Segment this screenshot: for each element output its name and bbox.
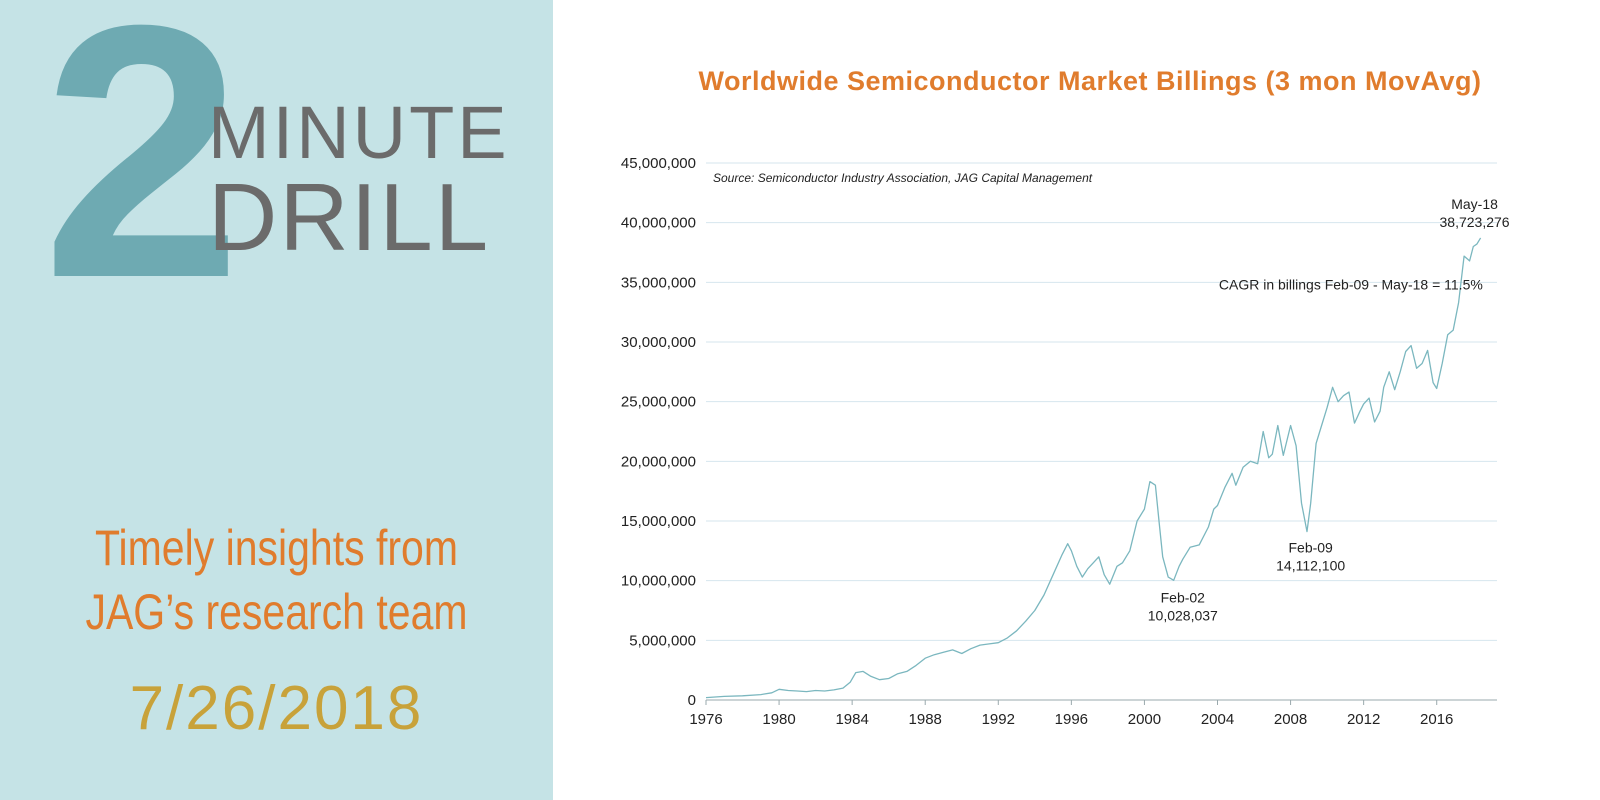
logo-word-minute: MINUTE (208, 91, 510, 174)
annotation-label: May-18 (1451, 196, 1498, 212)
annotation-layer: Feb-02 10,028,037 Feb-09 14,112,100 May-18 38… (1148, 196, 1510, 623)
annotation-value: 14,112,100 (1276, 558, 1345, 574)
x-tick-label: 1980 (762, 711, 795, 728)
logo-number: 2 (42, 0, 242, 353)
chart-title: Worldwide Semiconductor Market Billings … (698, 66, 1482, 96)
source-note: Source: Semiconductor Industry Associati… (713, 171, 1093, 185)
x-tick-label: 2016 (1420, 711, 1453, 728)
x-tick-label: 1996 (1055, 711, 1088, 728)
annotation-label: Feb-09 (1288, 540, 1333, 556)
x-tick-label: 1976 (689, 711, 722, 728)
y-tick-label: 45,000,000 (621, 155, 696, 172)
y-tick-label: 40,000,000 (621, 215, 696, 232)
y-tick-label: 5,000,000 (629, 632, 696, 649)
x-tick-label: 1984 (835, 711, 868, 728)
y-tick-label: 30,000,000 (621, 334, 696, 351)
cagr-note: CAGR in billings Feb-09 - May-18 = 11.5% (1219, 276, 1483, 292)
series-line (705, 237, 1482, 699)
line-chart: 0 5,000,000 10,000,000 15,000,000 20,000,000… (621, 155, 1510, 728)
annotation-value: 10,028,037 (1148, 607, 1218, 623)
x-tick-label: 1988 (909, 711, 942, 728)
x-tick-label: 2004 (1201, 711, 1234, 728)
x-tick-label: 1992 (982, 711, 1015, 728)
x-tick-label: 2008 (1274, 711, 1307, 728)
series-layer (705, 237, 1482, 699)
y-tick-label: 10,000,000 (621, 573, 696, 590)
grid-layer (706, 162, 1497, 641)
publish-date: 7/26/2018 (129, 674, 424, 743)
annotation-value: 38,723,276 (1440, 214, 1510, 230)
branding-panel: 2 MINUTE DRILL Timely insights from JAG’… (0, 0, 553, 800)
y-tick-label: 20,000,000 (621, 453, 696, 470)
tagline-line-1: Timely insights from (94, 520, 459, 576)
tagline-line-2: JAG’s research team (85, 584, 468, 640)
y-tick-label: 0 (688, 692, 696, 709)
axis-layer: 0 5,000,000 10,000,000 15,000,000 20,000,000… (621, 155, 1497, 728)
x-tick-label: 2000 (1128, 711, 1161, 728)
logo-word-drill: DRILL (208, 164, 491, 271)
x-tick-label: 2012 (1347, 711, 1380, 728)
y-tick-label: 35,000,000 (621, 274, 696, 291)
y-tick-label: 15,000,000 (621, 513, 696, 530)
annotation-label: Feb-02 (1161, 589, 1206, 605)
y-tick-label: 25,000,000 (621, 394, 696, 411)
